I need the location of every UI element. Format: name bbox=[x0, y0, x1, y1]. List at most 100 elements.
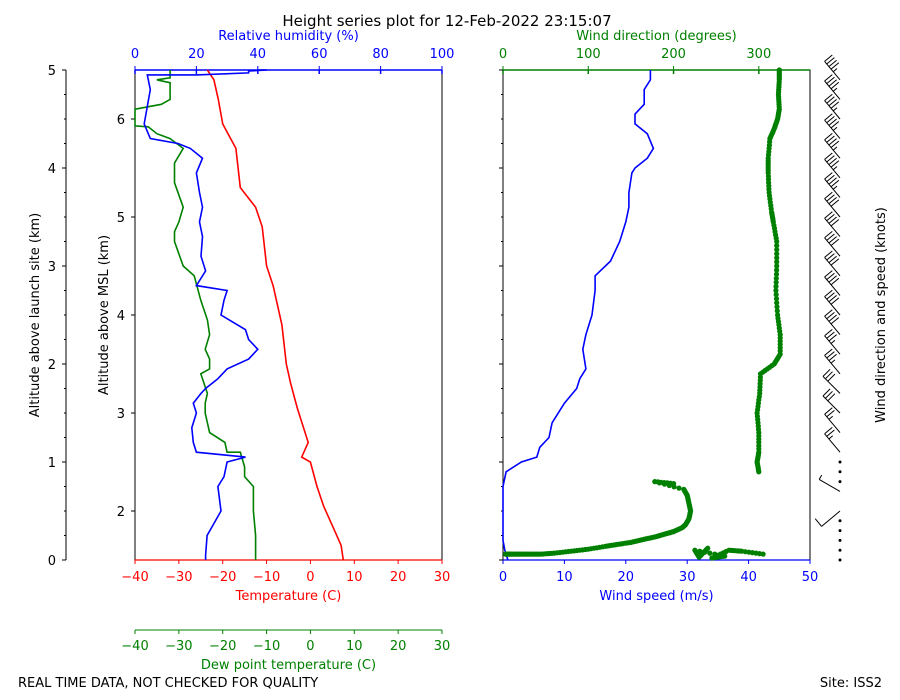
agl-tick-label: 1 bbox=[48, 456, 56, 471]
dewpoint-tick-label: −10 bbox=[253, 639, 280, 654]
wind-barb bbox=[814, 510, 841, 527]
msl-tick-label: 5 bbox=[117, 211, 125, 226]
wind-barb-calm bbox=[838, 548, 842, 552]
wind-direction-point bbox=[774, 255, 780, 261]
temperature-tick-label: 20 bbox=[390, 570, 407, 585]
wind-direction-point bbox=[774, 267, 780, 273]
wind-direction-point bbox=[626, 540, 632, 546]
dewpoint-tick-label: −30 bbox=[165, 639, 192, 654]
dewpoint-tick-label: 0 bbox=[306, 639, 314, 654]
temperature-tick-label: 30 bbox=[434, 570, 451, 585]
wind-barb-calm bbox=[838, 480, 842, 484]
windspeed-tick-label: 10 bbox=[556, 570, 573, 585]
wind-barb-calm bbox=[838, 460, 842, 464]
wind-barb bbox=[824, 270, 841, 296]
wind-direction-point bbox=[765, 158, 771, 164]
wind-barb bbox=[824, 172, 841, 198]
wind-direction-point bbox=[549, 550, 555, 556]
winddir-tick-label: 100 bbox=[576, 47, 601, 62]
wind-direction-point bbox=[742, 549, 748, 555]
wind-direction-point bbox=[524, 551, 530, 557]
wind-barb-calm bbox=[838, 558, 842, 562]
footer-quality-note: REAL TIME DATA, NOT CHECKED FOR QUALITY bbox=[18, 676, 318, 691]
wind-direction-point bbox=[773, 287, 779, 294]
rh-axis-label: Relative humidity (%) bbox=[218, 29, 359, 44]
wind-direction-point bbox=[773, 296, 780, 302]
wind-direction-point bbox=[769, 211, 775, 217]
wind-direction-point bbox=[535, 551, 542, 557]
wind-direction-point bbox=[776, 79, 782, 85]
wind-direction-point bbox=[728, 547, 734, 554]
wind-direction-point bbox=[756, 433, 762, 439]
wind-direction-point bbox=[707, 550, 713, 556]
wind-direction-point bbox=[565, 548, 572, 555]
wind-direction-point bbox=[773, 283, 779, 289]
wind-barb bbox=[824, 250, 841, 277]
wind-direction-point bbox=[703, 547, 709, 553]
wind-barb bbox=[822, 388, 841, 414]
rh-tick-label: 60 bbox=[311, 47, 328, 62]
dewpoint-tick-label: −40 bbox=[121, 639, 148, 654]
wind-direction-point bbox=[775, 315, 781, 321]
wind-barb bbox=[824, 211, 841, 237]
wind-direction-point bbox=[754, 413, 761, 419]
wind-direction-point bbox=[774, 259, 780, 265]
wind-barb bbox=[824, 231, 841, 257]
dewpoint-axis-label: Dew point temperature (C) bbox=[201, 658, 376, 673]
msl-axis-label: Altitude above MSL (km) bbox=[97, 235, 112, 395]
wind-direction-point bbox=[613, 542, 619, 548]
temperature-tick-label: −30 bbox=[165, 570, 192, 585]
series-relative-humidity bbox=[143, 69, 268, 560]
wind-barb bbox=[824, 191, 841, 218]
wind-direction-point bbox=[757, 374, 764, 380]
windspeed-tick-label: 30 bbox=[679, 570, 696, 585]
agl-axis-label: Altitude above launch site (km) bbox=[28, 213, 43, 417]
temperature-tick-label: −40 bbox=[121, 570, 148, 585]
wind-direction-point bbox=[774, 304, 780, 310]
temperature-tick-label: −20 bbox=[209, 570, 236, 585]
windspeed-tick-label: 40 bbox=[740, 570, 757, 585]
wind-direction-point bbox=[681, 487, 688, 493]
wind-direction-point bbox=[774, 263, 780, 269]
wind-direction-point bbox=[767, 139, 773, 145]
winddir-tick-label: 300 bbox=[746, 47, 771, 62]
wind-direction-point bbox=[717, 552, 723, 558]
agl-tick-label: 0 bbox=[48, 554, 56, 569]
wind-barb bbox=[824, 289, 841, 316]
windspeed-tick-label: 50 bbox=[802, 570, 819, 585]
series-temperature bbox=[206, 69, 345, 561]
wind-direction-point bbox=[671, 484, 677, 490]
wind-direction-point bbox=[756, 394, 762, 400]
wind-barbs: Wind direction and speed (knots) bbox=[814, 54, 889, 562]
agl-tick-label: 2 bbox=[48, 358, 56, 373]
temperature-axis-label: Temperature (C) bbox=[235, 589, 342, 604]
wind-direction-point bbox=[766, 193, 773, 199]
barbs-axis-label: Wind direction and speed (knots) bbox=[874, 207, 889, 423]
wind-direction-point bbox=[773, 275, 779, 281]
rh-tick-label: 20 bbox=[188, 47, 205, 62]
wind-direction-point bbox=[774, 247, 780, 253]
msl-tick-label: 3 bbox=[117, 407, 125, 422]
wind-barb-calm bbox=[838, 529, 842, 533]
wind-direction-point bbox=[676, 485, 682, 491]
wind-direction-point bbox=[773, 292, 779, 298]
temperature-tick-label: 0 bbox=[306, 570, 314, 585]
agl-tick-label: 5 bbox=[48, 64, 56, 79]
agl-tick-label: 3 bbox=[48, 260, 56, 275]
winddir-tick-label: 200 bbox=[661, 47, 686, 62]
wind-barb-calm bbox=[838, 519, 842, 523]
wind-direction-point bbox=[774, 251, 780, 257]
wind-barb bbox=[818, 474, 841, 492]
wind-direction-point bbox=[755, 451, 762, 457]
wind-direction-point bbox=[776, 108, 782, 114]
wind-barb bbox=[824, 348, 841, 375]
rh-tick-label: 100 bbox=[430, 47, 455, 62]
wind-barb bbox=[824, 93, 841, 120]
series-wind-speed bbox=[502, 70, 655, 561]
wind-direction-point bbox=[776, 69, 782, 75]
thermo-panel bbox=[134, 69, 443, 561]
wind-direction-point bbox=[582, 546, 589, 553]
dewpoint-tick-label: 20 bbox=[390, 639, 407, 654]
wind-barb bbox=[824, 152, 841, 179]
